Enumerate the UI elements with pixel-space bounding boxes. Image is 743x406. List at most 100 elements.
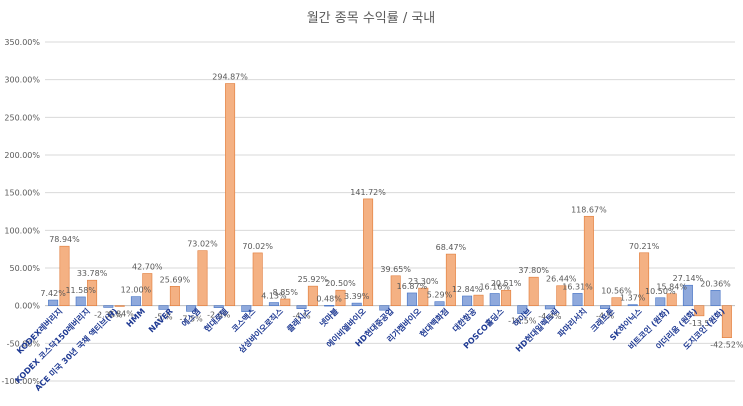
- data-label: 7.42%: [40, 289, 66, 298]
- bar-series-1: [434, 301, 445, 306]
- bar-series-2: [666, 293, 677, 306]
- bar-series-1: [213, 305, 224, 308]
- data-label: -10.5%: [508, 317, 537, 326]
- data-label: 20.36%: [700, 279, 731, 288]
- bar-series-2: [114, 305, 125, 307]
- data-label: -13.5: [689, 319, 710, 328]
- x-category-label: 대한항공: [450, 306, 478, 334]
- x-category-label: 현대백화점: [418, 306, 451, 339]
- data-label: 37.80%: [518, 266, 549, 275]
- data-label: -5.%: [154, 312, 173, 321]
- bar-series-2: [59, 245, 70, 306]
- bar-series-1: [572, 293, 583, 306]
- bar-series-1: [600, 305, 611, 309]
- data-label: -4.4%: [538, 312, 562, 321]
- y-tick-label: 0.00%: [15, 302, 41, 311]
- data-label: -4.%: [596, 312, 615, 321]
- bar-series-2: [528, 276, 539, 306]
- bar-series-2: [501, 289, 512, 306]
- data-label: 0.48%: [316, 294, 342, 303]
- data-label: 10.56%: [601, 287, 632, 296]
- bar-series-2: [583, 215, 594, 306]
- data-label: -2.35%: [94, 310, 123, 319]
- y-tick-label: -50.00%: [7, 339, 41, 348]
- data-label: 26.44%: [546, 275, 577, 284]
- data-label: 78.94%: [49, 235, 80, 244]
- bar-series-2: [142, 273, 153, 306]
- bar-series-2: [225, 83, 236, 306]
- data-label: 15.84%: [656, 283, 687, 292]
- bar-series-2: [197, 250, 208, 306]
- data-label: -42.52%: [710, 341, 743, 350]
- data-label: 68.47%: [436, 243, 467, 252]
- bar-series-2: [639, 252, 650, 306]
- bar-series-1: [544, 305, 555, 310]
- data-label: 11.58%: [65, 286, 96, 295]
- bar-series-2: [87, 279, 98, 306]
- data-label: 70.21%: [629, 242, 660, 251]
- x-category-label: 넷마블: [318, 306, 341, 329]
- data-label: 16.87%: [397, 282, 428, 291]
- bar-series-1: [296, 305, 307, 309]
- data-label: 3.39%: [344, 292, 370, 301]
- y-tick-label: 150.00%: [4, 189, 40, 198]
- data-label: 23.30%: [408, 277, 439, 286]
- bar-series-2: [307, 285, 318, 306]
- bar-series-1: [268, 302, 279, 306]
- bar-series-1: [48, 299, 59, 306]
- data-label: 5.29%: [427, 291, 453, 300]
- data-label: 73.02%: [187, 240, 218, 249]
- bar-series-2: [252, 252, 263, 306]
- bar-series-1: [517, 305, 528, 314]
- bar-series-1: [710, 290, 721, 306]
- data-label: 20.51%: [491, 279, 522, 288]
- data-label: -0.84%: [106, 309, 135, 318]
- bar-series-1: [406, 292, 417, 306]
- data-label: -2.6%: [207, 311, 231, 320]
- bar-series-1: [241, 305, 252, 312]
- bar-series-1: [627, 304, 638, 306]
- bar-series-2: [335, 289, 346, 306]
- bar-series-2: [694, 305, 705, 317]
- bar-series-2: [556, 285, 567, 306]
- bar-series-1: [379, 305, 390, 311]
- bar-series-2: [390, 275, 401, 306]
- y-tick-label: -100.00%: [2, 377, 41, 386]
- bar-series-1: [489, 293, 500, 306]
- bar-series-1: [103, 305, 114, 308]
- bar-series-2: [721, 305, 732, 338]
- y-tick-label: 100.00%: [4, 226, 40, 235]
- x-category-label: 파마리서치: [556, 306, 589, 339]
- data-label: -4.%: [292, 312, 311, 321]
- bar-series-2: [280, 298, 291, 306]
- data-label: 118.67%: [571, 205, 607, 214]
- y-tick-label: 50.00%: [9, 264, 40, 273]
- bar-series-1: [655, 297, 666, 306]
- data-label: -7.5%: [179, 314, 203, 323]
- data-label: 39.65%: [380, 265, 411, 274]
- data-label: 12.00%: [121, 286, 152, 295]
- data-label: 42.70%: [132, 262, 163, 271]
- data-label: 4.13%: [261, 292, 287, 301]
- bar-series-2: [363, 198, 374, 306]
- bar-series-2: [445, 253, 456, 306]
- bar-series-1: [75, 296, 86, 306]
- bar-series-1: [186, 305, 197, 312]
- data-label: 1.37%: [620, 294, 646, 303]
- bar-series-1: [324, 305, 335, 307]
- data-label: 25.92%: [298, 275, 329, 284]
- bar-series-2: [611, 297, 622, 306]
- data-label: 70.02%: [242, 242, 273, 251]
- bar-series-1: [351, 302, 362, 306]
- y-tick-label: 300.00%: [4, 76, 40, 85]
- data-label: 27.14%: [673, 274, 704, 283]
- data-label: 10.50%: [645, 287, 676, 296]
- bar-series-1: [130, 296, 141, 306]
- bar-series-2: [169, 286, 180, 306]
- data-label: 294.87%: [212, 73, 248, 82]
- y-tick-label: 250.00%: [4, 113, 40, 122]
- data-label: 20.50%: [325, 279, 356, 288]
- data-label: 33.78%: [77, 269, 108, 278]
